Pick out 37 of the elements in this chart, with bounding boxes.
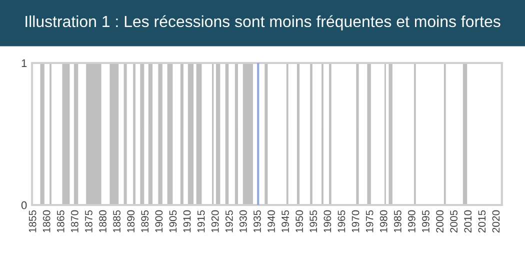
x-tick-label: 1935 <box>254 210 261 232</box>
x-tick-label: 1990 <box>408 210 416 232</box>
x-tick-label: 2005 <box>450 210 458 233</box>
x-tick-label: 1900 <box>155 210 163 232</box>
x-tick-label: 1860 <box>42 210 50 232</box>
x-tick-label: 2020 <box>492 210 500 233</box>
x-tick-label: 2010 <box>464 210 472 233</box>
x-tick-label: 1890 <box>127 210 135 232</box>
x-tick-label: 1940 <box>268 210 275 232</box>
x-tick-label: 1865 <box>56 210 64 232</box>
x-tick-label: 1980 <box>380 210 388 232</box>
x-tick-label: 1975 <box>366 210 374 232</box>
x-tick-label: 1930 <box>239 210 247 232</box>
x-tick-label: 1925 <box>225 210 233 232</box>
x-tick-label: 1965 <box>338 210 346 232</box>
x-tick-label: 1895 <box>141 210 149 232</box>
y-tick-label: 0 <box>21 201 27 210</box>
x-tick-label: 1910 <box>183 210 191 232</box>
x-tick-label: 2000 <box>436 210 444 233</box>
y-tick-label: 1 <box>22 59 27 68</box>
chart-title: Illustration 1 : Les récessions sont moins fréquentes et moins fortes <box>26 15 500 30</box>
x-tick-label: 1905 <box>169 210 177 232</box>
x-tick-label: 1985 <box>394 210 402 232</box>
x-tick-label: 1970 <box>352 210 360 232</box>
x-tick-label: 1880 <box>99 210 106 232</box>
x-tick-label: 1870 <box>70 210 78 232</box>
x-tick-label: 1960 <box>324 210 332 232</box>
x-tick-label: 1945 <box>282 210 289 232</box>
x-tick-label: 2015 <box>478 210 486 233</box>
x-tick-label: 1995 <box>422 210 430 232</box>
x-tick-label: 1920 <box>211 210 219 232</box>
x-tick-label: 1915 <box>197 210 205 232</box>
x-tick-label: 1950 <box>296 210 304 232</box>
x-tick-label: 1885 <box>113 210 120 232</box>
x-tick-label: 1955 <box>310 210 318 232</box>
x-tick-label: 1855 <box>28 210 36 232</box>
x-tick-label: 1875 <box>85 210 92 232</box>
